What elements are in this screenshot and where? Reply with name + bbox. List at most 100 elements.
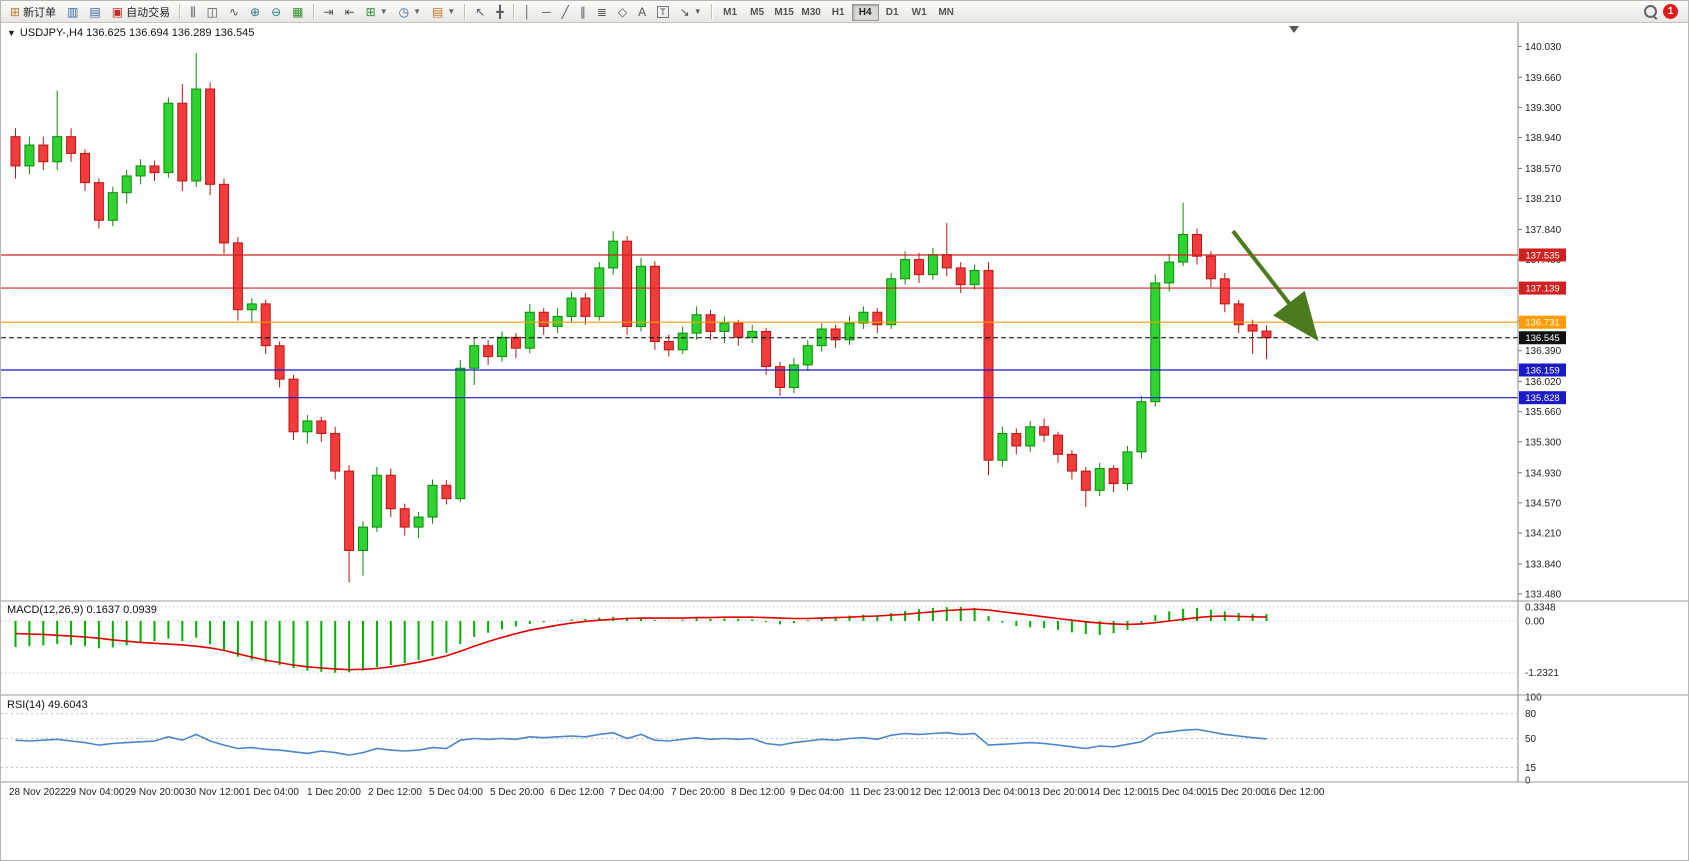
timeframe-group: M1 M5 M15 M30 H1 H4 D1 W1 MN xyxy=(717,2,960,21)
timeframe-W1[interactable]: W1 xyxy=(906,4,933,21)
vertical-line-tool[interactable]: │ xyxy=(519,3,537,21)
tile-windows-icon: ▦ xyxy=(292,4,304,19)
tile-windows-button[interactable]: ▦ xyxy=(287,3,308,21)
time-axis-label: 8 Dec 12:00 xyxy=(731,787,785,798)
line-chart-mode-button[interactable]: ∿ xyxy=(224,3,244,21)
dropdown-arrow-icon: ▼ xyxy=(447,7,456,16)
macd-panel: 0.3348 0.00 -1.2321 xyxy=(1,602,1559,679)
channel-tool[interactable]: ∥ xyxy=(575,3,591,21)
candle-body xyxy=(677,332,688,351)
candle-body xyxy=(1053,434,1063,455)
charts-list-button[interactable]: ▥ xyxy=(62,3,83,21)
timeframe-M5[interactable]: M5 xyxy=(744,4,771,21)
auto-scroll-button[interactable]: ⇥ xyxy=(319,3,339,21)
candle-body xyxy=(566,297,577,317)
main-chart-svg[interactable]: 140.030 139.660 139.300 138.940 138.570 138.2… xyxy=(1,23,1689,861)
candle-body xyxy=(900,259,911,280)
shapes-tool[interactable]: ◇ xyxy=(613,3,632,21)
candle-body xyxy=(344,470,355,552)
time-axis-label: 1 Dec 04:00 xyxy=(245,787,299,798)
profiles-button[interactable]: ▤ xyxy=(84,3,105,21)
candlestick-mode-button[interactable]: ◫ xyxy=(202,3,223,21)
trend-arrow-object[interactable] xyxy=(1231,229,1319,341)
candle-body xyxy=(510,336,521,349)
fibonacci-tool[interactable]: ≣ xyxy=(592,3,612,21)
text-tool[interactable]: A xyxy=(633,3,651,21)
candle-body xyxy=(38,144,49,163)
candle-body xyxy=(52,136,63,163)
chart-shift-marker[interactable] xyxy=(1289,26,1299,33)
candle-body xyxy=(552,315,563,327)
candlestick-series xyxy=(10,53,1272,583)
candle-body xyxy=(358,526,368,552)
candle-body xyxy=(483,345,494,358)
rsi-scale-label: 50 xyxy=(1525,734,1537,745)
toolbar-separator xyxy=(464,4,467,19)
charts-icon: ▥ xyxy=(67,4,79,19)
one-click-trading-toggle[interactable]: ▼ xyxy=(7,28,16,38)
timeframe-M15[interactable]: M15 xyxy=(771,4,798,21)
timeframe-D1[interactable]: D1 xyxy=(879,4,906,21)
bar-chart-mode-button[interactable]: ⫼ xyxy=(185,3,201,21)
toolbar-separator xyxy=(312,4,315,19)
new-chart-dropdown[interactable]: ⊞ ▼ xyxy=(361,3,393,21)
crosshair-tool-button[interactable]: ╋ xyxy=(491,3,508,21)
arrow-object-icon: ↘ xyxy=(679,4,690,19)
axis-tick-label: 139.300 xyxy=(1525,103,1562,114)
vertical-line-icon: │ xyxy=(523,4,532,19)
candle-body xyxy=(66,136,77,154)
search-icon[interactable] xyxy=(1644,5,1657,18)
timeframe-M1[interactable]: M1 xyxy=(717,4,744,21)
candle-body xyxy=(636,265,646,327)
candle-body xyxy=(385,474,396,510)
crosshair-icon: ╋ xyxy=(496,4,504,19)
candle-body xyxy=(1164,261,1175,284)
notification-badge[interactable]: 1 xyxy=(1663,4,1678,19)
new-order-button[interactable]: ⊞ 新订单 xyxy=(5,3,61,21)
axis-tick-label: 136.020 xyxy=(1525,377,1562,388)
cursor-tool-button[interactable]: ↖ xyxy=(470,3,490,21)
timeframe-H1[interactable]: H1 xyxy=(825,4,852,21)
candle-body xyxy=(232,242,243,311)
periods-dropdown[interactable]: ◷ ▼ xyxy=(394,3,426,21)
time-axis[interactable]: 28 Nov 2022 29 Nov 04:00 29 Nov 20:00 30 No… xyxy=(9,787,1325,798)
zoom-out-button[interactable]: ⊖ xyxy=(266,3,286,21)
candle-body xyxy=(1039,426,1050,436)
text-label-tool[interactable]: T xyxy=(652,3,674,21)
dropdown-arrow-icon: ▼ xyxy=(693,7,702,16)
candle-body xyxy=(858,311,869,324)
trendline-icon: ╱ xyxy=(561,4,569,19)
zoom-in-button[interactable]: ⊕ xyxy=(245,3,265,21)
timeframe-MN[interactable]: MN xyxy=(933,4,960,21)
dropdown-arrow-icon: ▼ xyxy=(413,7,422,16)
auto-trading-button[interactable]: ▣ 自动交易 xyxy=(107,3,175,21)
candle-body xyxy=(733,322,744,338)
time-axis-label: 7 Dec 04:00 xyxy=(610,787,664,798)
time-axis-label: 14 Dec 12:00 xyxy=(1089,787,1149,798)
candle-body xyxy=(802,345,813,366)
time-axis-label: 15 Dec 20:00 xyxy=(1207,787,1267,798)
time-axis-label: 5 Dec 04:00 xyxy=(429,787,483,798)
trendline-tool[interactable]: ╱ xyxy=(557,3,574,21)
candle-body xyxy=(413,516,424,528)
toolbar-separator xyxy=(179,4,182,19)
candle-body xyxy=(747,330,758,338)
arrows-dropdown[interactable]: ↘ ▼ xyxy=(675,3,707,21)
chart-shift-button[interactable]: ⇤ xyxy=(340,3,360,21)
candle-body xyxy=(121,175,132,194)
templates-dropdown[interactable]: ▤ ▼ xyxy=(427,3,460,21)
timeframe-M30[interactable]: M30 xyxy=(798,4,825,21)
svg-text:137.139: 137.139 xyxy=(1525,284,1559,295)
svg-text:136.159: 136.159 xyxy=(1525,366,1559,377)
axis-tick-label: 135.660 xyxy=(1525,407,1562,418)
time-axis-label: 28 Nov 2022 xyxy=(9,787,66,798)
new-chart-icon: ⊞ xyxy=(365,4,376,19)
candle-body xyxy=(316,420,327,434)
time-axis-label: 12 Dec 12:00 xyxy=(910,787,970,798)
candle-body xyxy=(1108,468,1119,485)
horizontal-line-tool[interactable]: ─ xyxy=(537,3,556,21)
candle-body xyxy=(663,340,674,351)
candle-body xyxy=(1205,255,1216,280)
timeframe-H4[interactable]: H4 xyxy=(851,4,879,21)
